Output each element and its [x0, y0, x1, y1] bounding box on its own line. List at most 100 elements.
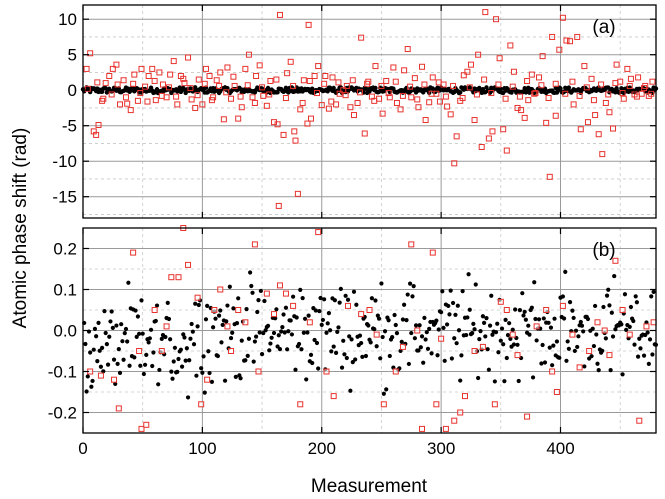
data-point-black [404, 318, 409, 323]
data-point-red [358, 311, 365, 318]
data-point-black [120, 339, 125, 344]
data-point-black [104, 342, 109, 347]
data-point-black [172, 345, 178, 350]
data-point-black [206, 349, 211, 354]
data-point-black [646, 361, 651, 366]
data-point-black [324, 330, 329, 335]
data-point-black [465, 315, 470, 320]
data-point-red [276, 11, 283, 18]
data-point-red [478, 144, 485, 150]
data-point-red [345, 302, 352, 309]
data-point-black [548, 325, 554, 330]
data-point-red [442, 93, 449, 100]
data-point-black [378, 356, 383, 361]
data-point-red [274, 121, 281, 128]
data-point-red [287, 58, 294, 65]
data-point-red [626, 331, 633, 338]
data-point-black [275, 90, 280, 95]
data-point-red [543, 119, 550, 126]
data-point-red [299, 99, 306, 106]
data-point-black [354, 302, 359, 307]
data-point-red [493, 16, 500, 23]
data-point-black [589, 354, 594, 359]
data-point-black [144, 352, 149, 358]
data-point-black [313, 308, 318, 313]
data-point-red [280, 131, 287, 138]
data-point-red [315, 229, 322, 236]
data-point-black [628, 304, 634, 310]
data-point-black [169, 369, 174, 374]
data-point-black [265, 323, 271, 328]
data-point-black [619, 86, 624, 91]
data-point-red [142, 83, 149, 90]
data-point-black [527, 332, 532, 337]
data-point-red [473, 91, 480, 98]
data-point-black [196, 302, 201, 308]
data-point-black [400, 317, 406, 322]
data-point-red [313, 90, 320, 97]
data-point-black [170, 376, 175, 381]
data-point-red [442, 425, 449, 432]
data-point-red [436, 98, 443, 105]
data-point-black [319, 322, 324, 327]
data-point-black [302, 316, 308, 321]
data-point-black [590, 326, 595, 331]
y-tick-label: -5 [62, 117, 77, 136]
data-point-black [610, 334, 616, 339]
data-point-black [634, 300, 640, 305]
data-point-black [421, 360, 426, 365]
data-point-red [438, 335, 445, 342]
data-point-red [577, 126, 584, 133]
data-point-red [231, 82, 238, 89]
data-point-black [353, 357, 358, 362]
data-point-black [493, 330, 499, 335]
data-point-red [556, 46, 563, 53]
data-point-black [487, 323, 493, 328]
data-point-black [564, 358, 569, 363]
data-point-red [201, 80, 208, 87]
data-point-black [125, 339, 130, 344]
data-point-black [213, 316, 218, 321]
data-point-black [612, 273, 617, 279]
data-point-red [559, 14, 566, 21]
data-point-black [117, 370, 123, 375]
data-point-black [376, 316, 382, 321]
data-point-black [231, 306, 236, 311]
data-point-red [149, 65, 156, 72]
data-point-red [115, 405, 122, 412]
data-point-black [203, 317, 209, 322]
data-point-red [414, 96, 421, 103]
data-point-red [322, 73, 329, 79]
data-point-red [249, 94, 256, 101]
data-point-red [136, 348, 143, 354]
data-point-black [464, 332, 469, 338]
data-point-black [146, 340, 151, 345]
data-point-black [222, 378, 228, 383]
data-point-black [503, 317, 508, 322]
data-point-red [167, 71, 174, 78]
data-point-black [347, 334, 352, 339]
data-point-black [558, 86, 563, 91]
data-point-red [502, 95, 509, 102]
data-point-black [563, 269, 568, 274]
data-point-black [116, 346, 121, 352]
data-point-black [119, 322, 124, 327]
data-point-black [85, 374, 90, 379]
data-point-black [425, 346, 431, 351]
data-point-black [255, 309, 260, 315]
data-point-black [310, 360, 315, 366]
data-point-red [524, 413, 531, 420]
data-point-black [105, 362, 111, 367]
data-point-red [479, 343, 486, 350]
data-point-red [366, 307, 373, 313]
data-point-red [386, 94, 393, 101]
data-point-black [100, 345, 105, 350]
data-point-black [419, 334, 425, 339]
data-point-red [256, 62, 263, 69]
data-point-black [595, 361, 600, 366]
data-point-red [392, 368, 399, 375]
data-point-red [282, 95, 289, 102]
x-tick-label: 0 [78, 439, 87, 458]
data-point-red [202, 65, 209, 72]
data-point-red [284, 70, 291, 77]
